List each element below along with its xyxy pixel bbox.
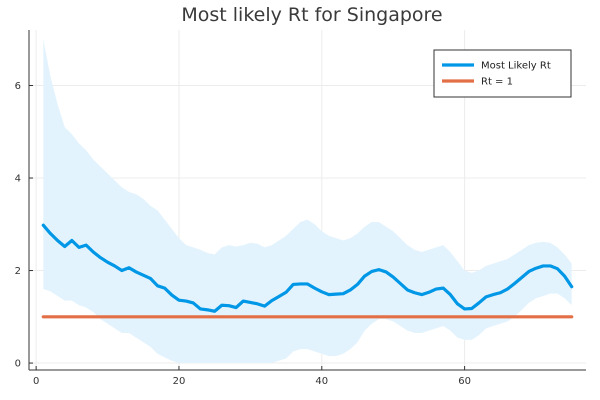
x-tick-label: 60	[458, 376, 471, 387]
y-tick-label: 6	[15, 81, 21, 92]
legend-label-0: Most Likely Rt	[481, 61, 551, 72]
chart-title: Most likely Rt for Singapore	[181, 4, 442, 26]
y-tick-label: 0	[15, 359, 21, 370]
plot-area	[41, 39, 574, 364]
x-tick-label: 0	[33, 376, 39, 387]
legend: Most Likely Rt Rt = 1	[433, 49, 572, 98]
legend-label-1: Rt = 1	[481, 77, 513, 88]
x-tick-label: 20	[173, 376, 186, 387]
axes: 0 20 40 60 0 2 4 6	[15, 30, 586, 387]
y-tick-label: 4	[15, 174, 21, 185]
series-line-0	[41, 223, 574, 313]
y-tick-label: 2	[15, 266, 21, 277]
legend-box	[433, 49, 572, 98]
confidence-band	[43, 39, 572, 364]
x-tick-label: 40	[315, 376, 328, 387]
